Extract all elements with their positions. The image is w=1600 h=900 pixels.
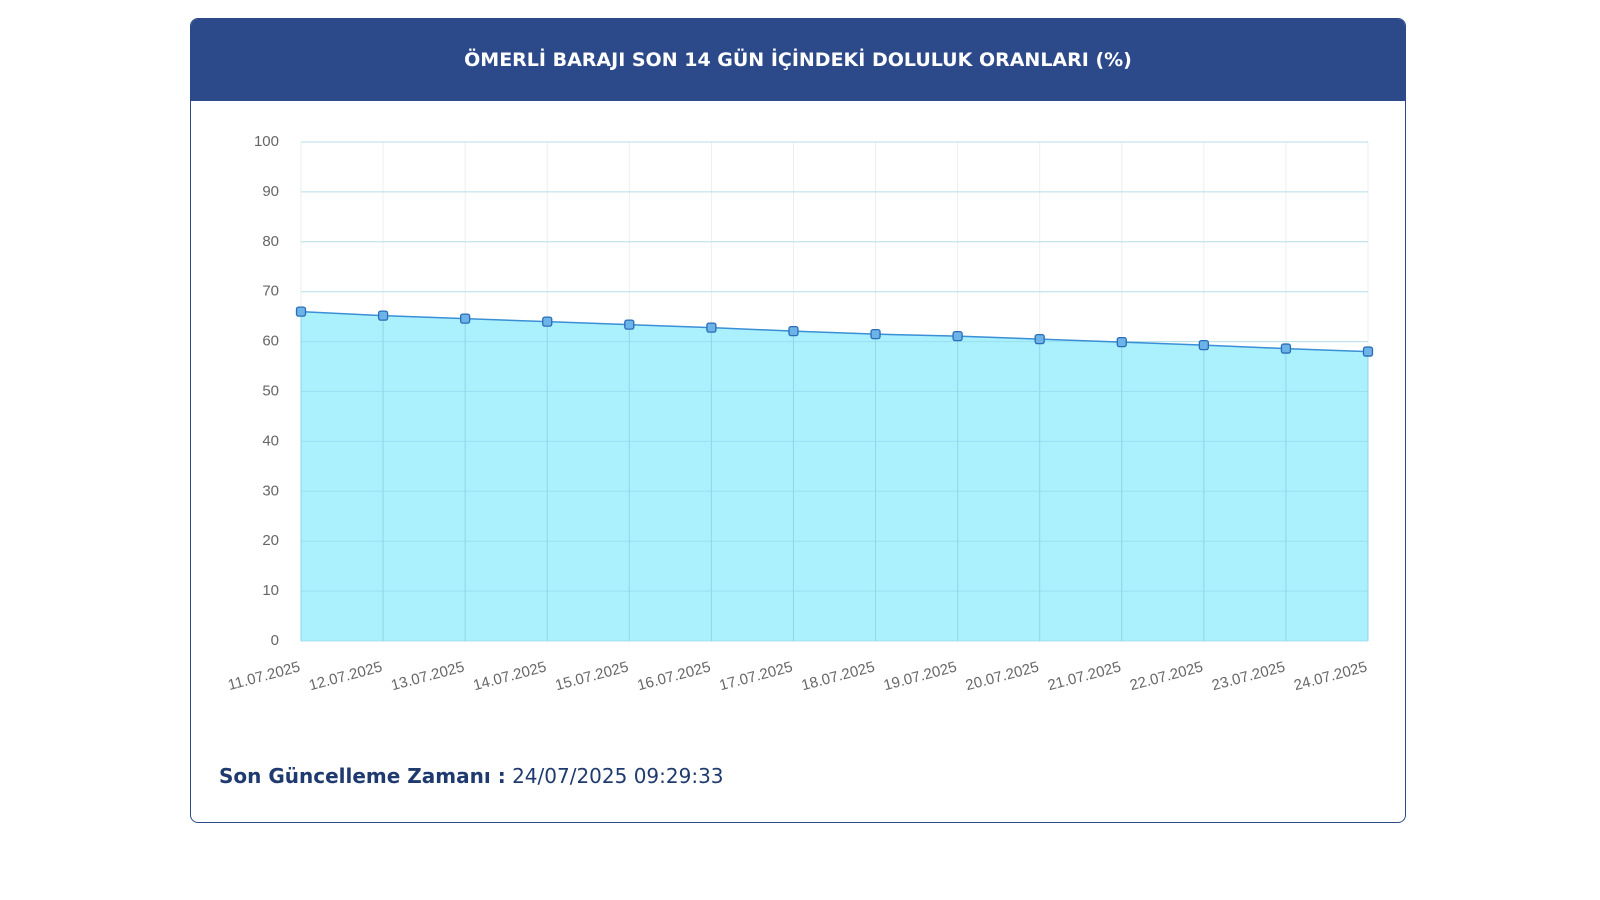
update-value: 24/07/2025 09:29:33 xyxy=(512,764,724,788)
x-tick-label: 21.07.2025 xyxy=(1046,658,1123,694)
y-tick-label: 0 xyxy=(271,632,279,649)
last-update: Son Güncelleme Zamanı : 24/07/2025 09:29… xyxy=(219,764,724,788)
x-tick-label: 13.07.2025 xyxy=(389,658,466,694)
point-marker xyxy=(377,310,389,321)
x-tick-label: 15.07.2025 xyxy=(553,658,630,694)
point-marker xyxy=(706,322,717,333)
x-tick-label: 19.07.2025 xyxy=(882,658,959,694)
x-tick-label: 22.07.2025 xyxy=(1128,658,1205,694)
point-marker xyxy=(952,330,963,342)
y-tick-label: 10 xyxy=(262,582,279,599)
point-marker xyxy=(295,306,307,317)
x-tick-label: 12.07.2025 xyxy=(307,658,384,694)
y-tick-label: 80 xyxy=(262,233,279,250)
chart: 0 10 20 30 40 50 60 70 80 90 100 11.07.2025 12.07.20… xyxy=(226,133,1374,694)
update-label: Son Güncelleme Zamanı : xyxy=(219,764,506,788)
x-tick-label: 18.07.2025 xyxy=(800,658,877,694)
point-marker xyxy=(624,319,635,330)
x-tick-label: 16.07.2025 xyxy=(636,658,713,694)
x-tick-label: 17.07.2025 xyxy=(718,658,795,694)
y-tick-label: 30 xyxy=(262,482,279,499)
chart-title: ÖMERLİ BARAJI SON 14 GÜN İÇİNDEKİ DOLULU… xyxy=(191,19,1405,101)
y-tick-label: 90 xyxy=(262,183,279,200)
x-tick-label: 24.07.2025 xyxy=(1292,658,1369,694)
x-tick-label: 20.07.2025 xyxy=(964,658,1041,694)
point-marker xyxy=(542,316,553,327)
y-tick-label: 60 xyxy=(262,333,279,350)
y-tick-label: 50 xyxy=(262,382,279,399)
point-marker xyxy=(870,328,881,340)
x-tick-label: 23.07.2025 xyxy=(1210,658,1287,694)
chart-card: ÖMERLİ BARAJI SON 14 GÜN İÇİNDEKİ DOLULU… xyxy=(190,18,1406,823)
point-marker xyxy=(788,325,799,337)
y-tick-label: 70 xyxy=(262,283,279,300)
point-marker xyxy=(460,313,471,324)
x-tick-label: 14.07.2025 xyxy=(471,658,548,694)
point-marker xyxy=(1280,343,1292,354)
point-marker xyxy=(1034,333,1045,345)
point-marker xyxy=(1362,346,1374,357)
y-tick-label: 40 xyxy=(262,432,279,449)
x-tick-label: 11.07.2025 xyxy=(226,658,302,694)
y-tick-label: 100 xyxy=(254,133,279,150)
line xyxy=(300,310,1369,353)
y-tick-label: 20 xyxy=(262,532,279,549)
point-marker xyxy=(1116,336,1127,348)
area-fill xyxy=(301,311,1368,641)
point-marker xyxy=(1198,339,1209,351)
